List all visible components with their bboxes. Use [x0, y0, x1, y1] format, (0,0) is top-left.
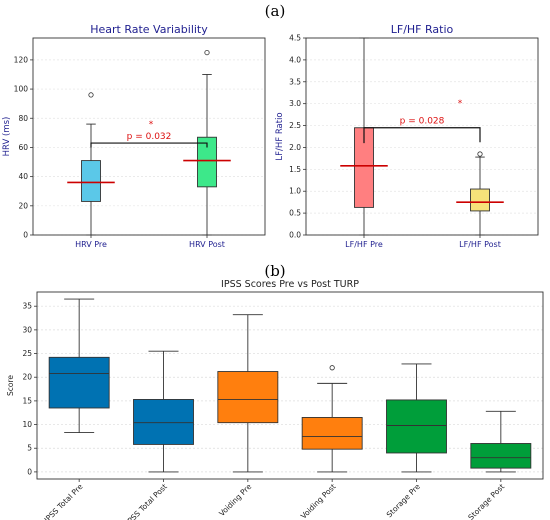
box-voiding-pre [217, 314, 279, 473]
y-tick-label: 25 [22, 349, 32, 358]
y-tick-label: 10 [22, 420, 32, 429]
box-voiding-post [301, 365, 363, 473]
y-tick-label: 2.0 [289, 143, 301, 152]
plot-frame [305, 37, 539, 236]
plot-frame [32, 37, 266, 236]
x-tick-label: HRV Post [189, 240, 225, 249]
box-iqr [470, 443, 532, 469]
y-tick-label: 40 [18, 172, 28, 181]
chart-title: Heart Rate Variability [90, 23, 208, 36]
box-ipss-total-post [133, 350, 194, 473]
x-tick-label: HRV Pre [75, 240, 107, 249]
y-tick-label: 0 [23, 231, 28, 240]
y-axis-label: HRV (ms) [2, 117, 12, 157]
y-tick-label: 20 [22, 373, 32, 382]
box-iqr [197, 136, 217, 188]
box-hrv-pre [67, 92, 115, 236]
ipss-boxplot: 0 5 10 15 20 25 30 35 IPSS Scores Pre vs Post TU… [6, 279, 544, 520]
y-tick-label: 1.5 [289, 165, 301, 174]
box-iqr [48, 356, 110, 409]
y-tick-label: 4.5 [289, 34, 301, 43]
y-tick-label: 15 [22, 396, 32, 405]
p-value-label: p = 0.028 [400, 117, 445, 127]
x-tick-label: LF/HF Post [459, 240, 501, 249]
y-tick-label: 3.0 [289, 99, 301, 108]
y-tick-label: 4.0 [289, 55, 301, 64]
significance-star: * [458, 99, 463, 109]
box-iqr [386, 399, 447, 454]
outlier-point [88, 92, 94, 98]
chart-title: IPSS Scores Pre vs Post TURP [221, 279, 359, 290]
hrv-boxplot: 0 20 40 60 80 100 120 Heart Rate Variability HRV… [2, 23, 266, 249]
box-hrv-post [183, 49, 231, 236]
y-tick-label: 60 [18, 143, 28, 152]
box-iqr [301, 417, 363, 450]
y-axis-label: Score [6, 375, 15, 396]
y-tick-label: 30 [22, 325, 32, 334]
box-iqr [133, 399, 194, 445]
outlier-point [329, 365, 335, 371]
box-lf-hf-post [456, 151, 504, 236]
x-tick-label: Voiding Post [299, 482, 338, 520]
box-lf-hf-pre [340, 37, 388, 236]
plot-frame [36, 291, 544, 480]
chart-title: LF/HF Ratio [391, 23, 454, 36]
outlier-point [477, 151, 483, 157]
p-value-label: p = 0.032 [127, 132, 172, 142]
panel-label-a: (a) [265, 2, 286, 20]
bracket-line [363, 127, 481, 144]
y-tick-label: 5 [27, 444, 32, 453]
panel-label-b: (b) [264, 262, 285, 280]
x-tick-label: Storage Pre [385, 482, 423, 520]
y-tick-label: 3.5 [289, 77, 301, 86]
y-tick-label: 100 [14, 85, 29, 94]
box-iqr [217, 371, 279, 424]
y-tick-label: 0 [27, 467, 32, 476]
bracket-line [90, 142, 208, 148]
box-storage-post [470, 410, 532, 473]
box-iqr [470, 188, 490, 212]
significance-bracket: p = 0.032 * [90, 120, 208, 148]
significance-bracket: p = 0.028 * [363, 99, 481, 144]
lfhf-boxplot: 0.0 0.5 1.0 1.5 2.0 2.5 3.0 3.5 4.0 4.5 LF/HF Rati… [275, 23, 539, 249]
x-tick-label: Voiding Pre [217, 482, 253, 518]
y-tick-label: 35 [22, 302, 32, 311]
significance-star: * [149, 120, 154, 130]
box-iqr [81, 160, 101, 202]
x-tick-label: IPSS Total Post [124, 482, 169, 520]
box-ipss-total-pre [48, 298, 110, 434]
y-axis-label: LF/HF Ratio [275, 112, 285, 160]
y-tick-label: 1.0 [289, 187, 301, 196]
box-storage-pre [386, 363, 447, 473]
x-tick-label: Storage Post [466, 482, 506, 520]
y-tick-label: 20 [18, 201, 28, 210]
outlier-point [204, 49, 210, 56]
y-tick-label: 120 [14, 55, 29, 64]
y-tick-label: 0.5 [289, 209, 301, 218]
x-tick-label: LF/HF Pre [345, 240, 383, 249]
y-tick-label: 0.0 [289, 231, 301, 240]
x-tick-label: IPSS Total Pre [43, 482, 85, 520]
y-tick-label: 2.5 [289, 121, 301, 130]
y-tick-label: 80 [18, 114, 28, 123]
